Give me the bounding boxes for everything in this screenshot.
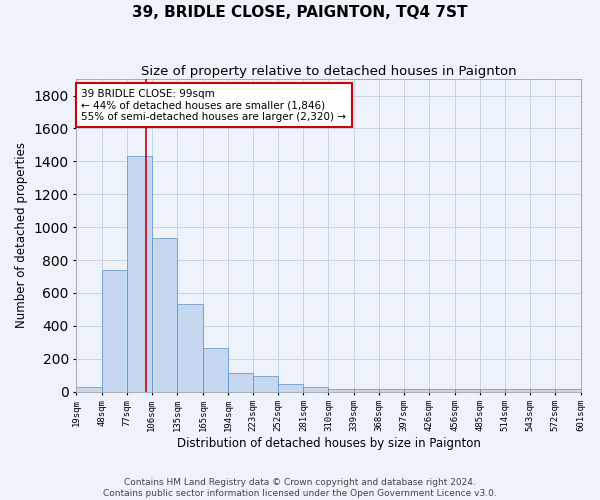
Bar — [76, 388, 101, 392]
Bar — [228, 374, 253, 392]
Bar — [530, 389, 556, 392]
Bar — [505, 389, 530, 392]
Y-axis label: Number of detached properties: Number of detached properties — [15, 142, 28, 328]
Bar — [203, 348, 228, 392]
X-axis label: Distribution of detached houses by size in Paignton: Distribution of detached houses by size … — [176, 437, 481, 450]
Bar — [429, 389, 455, 392]
Bar — [404, 389, 429, 392]
Bar — [278, 384, 304, 392]
Bar — [480, 389, 505, 392]
Bar — [152, 238, 177, 392]
Text: 39 BRIDLE CLOSE: 99sqm
← 44% of detached houses are smaller (1,846)
55% of semi-: 39 BRIDLE CLOSE: 99sqm ← 44% of detached… — [82, 88, 346, 122]
Bar — [101, 270, 127, 392]
Bar — [455, 389, 480, 392]
Text: Contains HM Land Registry data © Crown copyright and database right 2024.
Contai: Contains HM Land Registry data © Crown c… — [103, 478, 497, 498]
Bar — [127, 156, 152, 392]
Bar — [379, 389, 404, 392]
Bar — [328, 389, 353, 392]
Bar — [253, 376, 278, 392]
Bar — [304, 388, 328, 392]
Title: Size of property relative to detached houses in Paignton: Size of property relative to detached ho… — [140, 65, 516, 78]
Bar — [353, 389, 379, 392]
Bar — [177, 304, 203, 392]
Text: 39, BRIDLE CLOSE, PAIGNTON, TQ4 7ST: 39, BRIDLE CLOSE, PAIGNTON, TQ4 7ST — [132, 5, 468, 20]
Bar — [556, 389, 581, 392]
